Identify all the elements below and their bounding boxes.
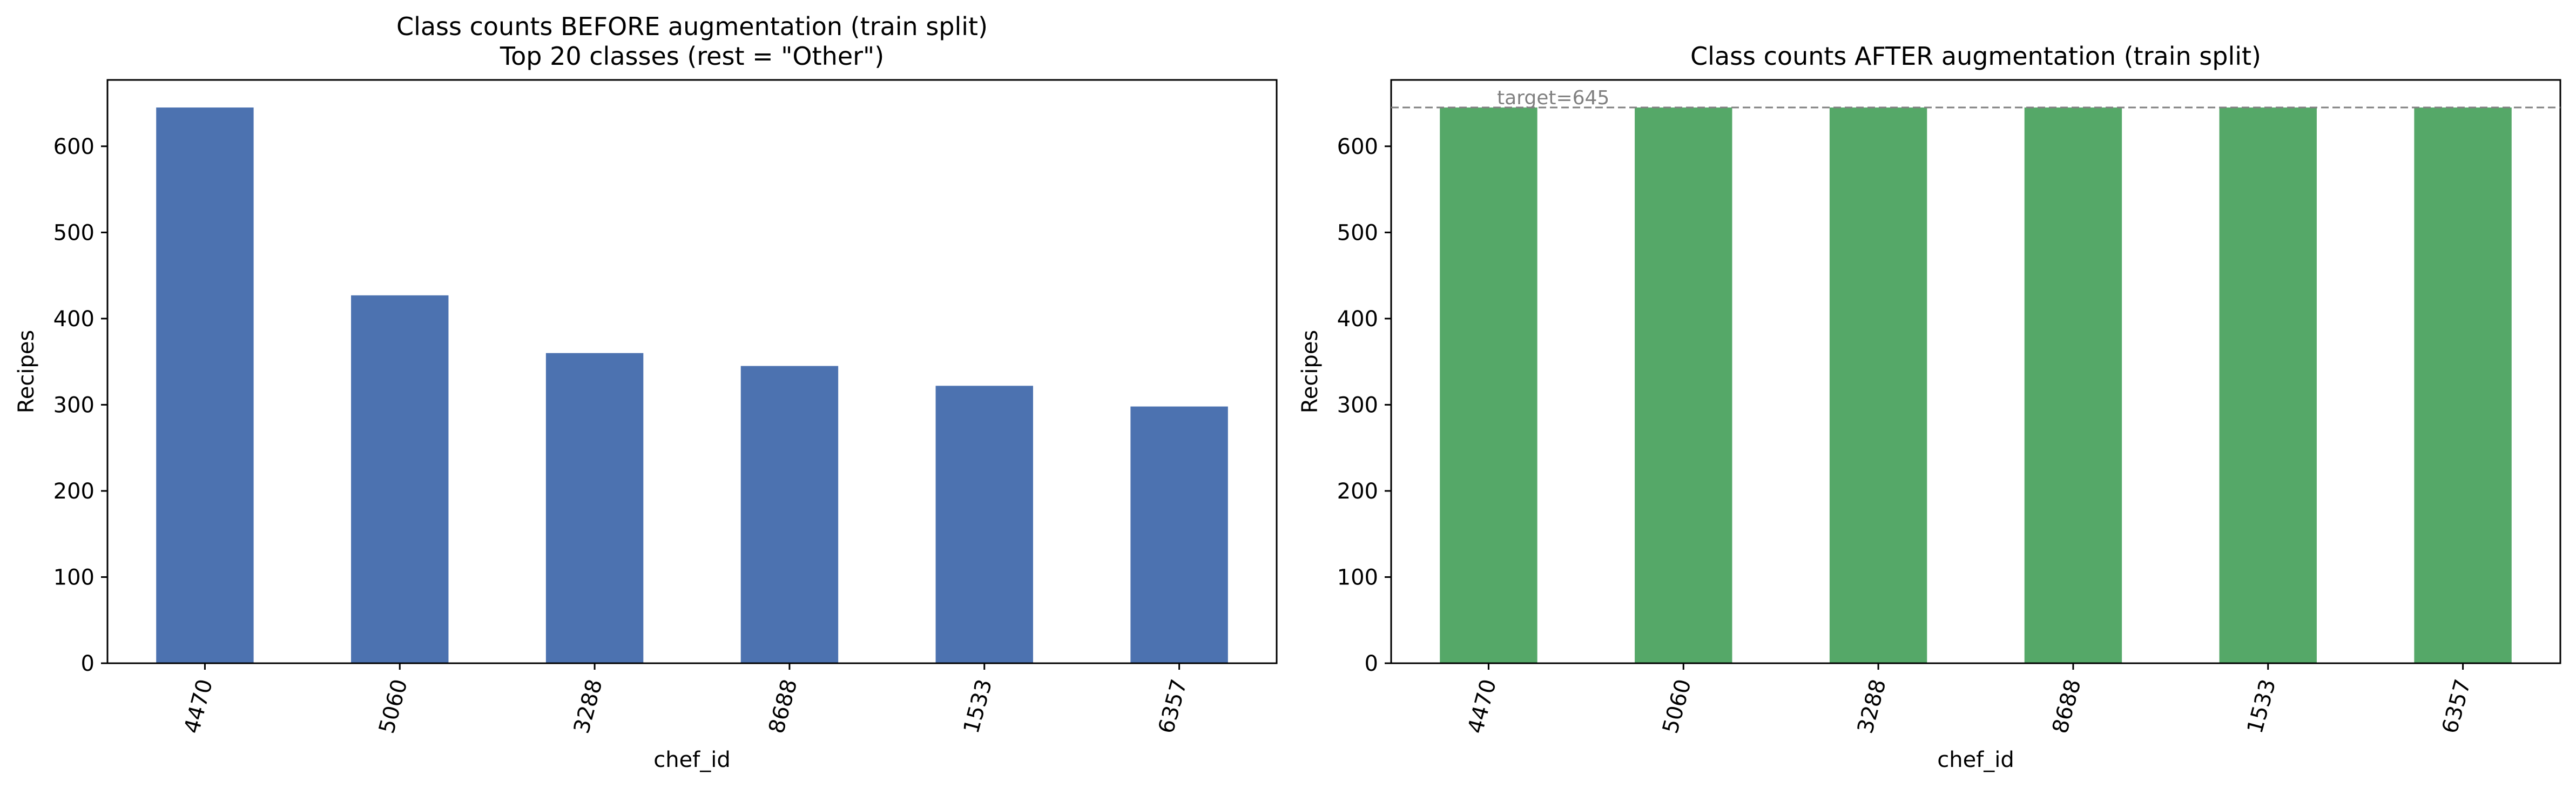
bar-8688: [2024, 107, 2122, 664]
bar-1533: [935, 386, 1033, 663]
y-axis-label: Recipes: [14, 330, 39, 414]
chart-title: Top 20 classes (rest = "Other"): [500, 42, 884, 71]
bar-6357: [1130, 406, 1228, 663]
y-tick-label: 300: [1337, 393, 1378, 417]
y-tick-label: 200: [1337, 479, 1378, 504]
y-tick-label: 400: [1337, 307, 1378, 332]
y-tick-label: 0: [1365, 651, 1378, 676]
y-tick-label: 500: [1337, 220, 1378, 245]
y-tick-label: 300: [53, 393, 95, 417]
y-tick-label: 100: [1337, 565, 1378, 590]
bar-4470: [1440, 107, 1537, 664]
target-reference-label: target=645: [1497, 87, 1609, 109]
y-tick-label: 600: [53, 134, 95, 159]
chart-title: Class counts AFTER augmentation (train s…: [1690, 42, 2261, 71]
axes-frame: [1390, 79, 2561, 664]
x-axis-label: chef_id: [1937, 747, 2014, 772]
x-axis-label: chef_id: [653, 747, 731, 772]
chart-title: Class counts BEFORE augmentation (train …: [396, 12, 988, 41]
y-tick-label: 200: [53, 479, 95, 504]
bar-4470: [156, 107, 254, 664]
y-tick-label: 0: [81, 651, 95, 676]
bar-3288: [545, 353, 644, 663]
y-tick-label: 400: [53, 307, 95, 332]
axes-frame: [106, 79, 1278, 664]
bar-3288: [1829, 107, 1927, 664]
bar-5060: [1635, 107, 1732, 664]
bar-5060: [351, 295, 449, 663]
y-tick-label: 100: [53, 565, 95, 590]
y-tick-label: 500: [53, 220, 95, 245]
bar-1533: [2219, 107, 2317, 664]
bar-6357: [2414, 107, 2512, 664]
y-tick-label: 600: [1337, 134, 1378, 159]
bar-8688: [740, 366, 839, 663]
y-axis-label: Recipes: [1298, 330, 1323, 414]
